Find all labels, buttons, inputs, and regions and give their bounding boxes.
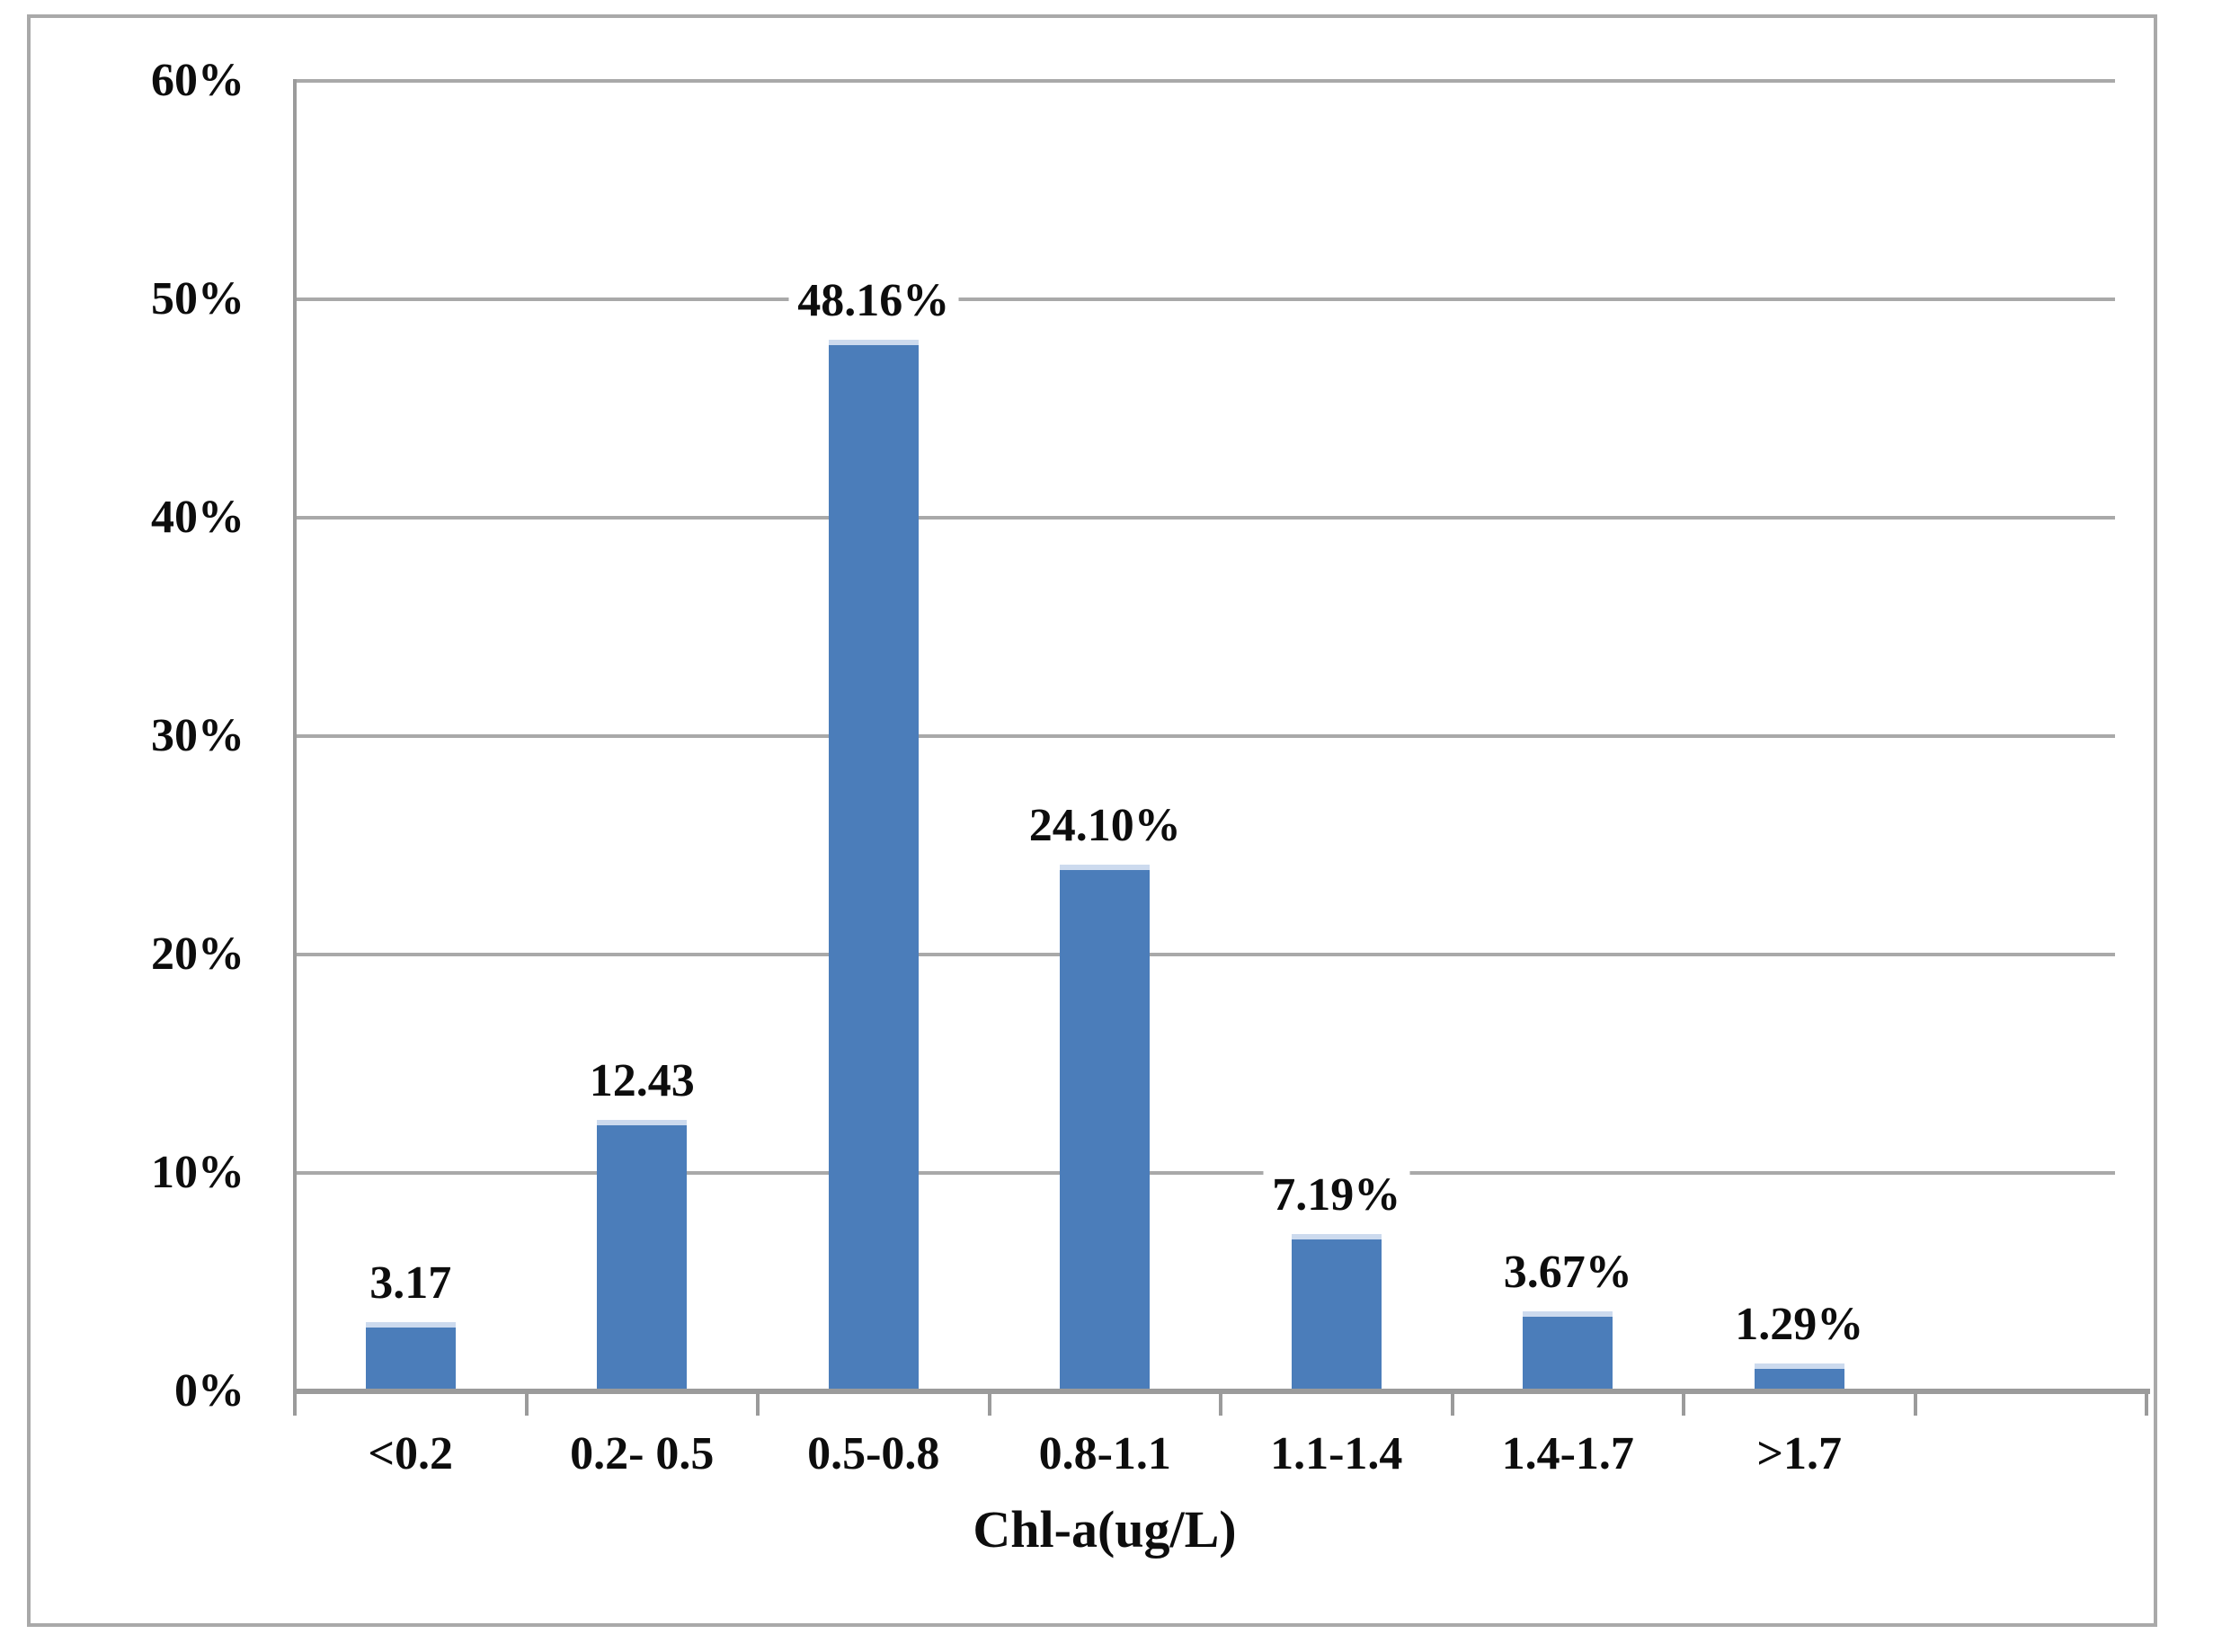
x-axis-tick [524,1394,529,1416]
bar-value-label: 3.67% [1494,1246,1641,1299]
x-axis-title: Chl-a(ug/L) [973,1500,1237,1559]
gridline-60% [295,79,2115,83]
y-axis-tick-label: 30% [151,710,244,761]
bar-1.1-1.4 [1291,1234,1382,1391]
y-axis-tick-label: 40% [151,492,244,543]
bar->1.7 [1754,1363,1844,1391]
y-axis-tick-label: 20% [151,928,244,980]
bar-value-label: 7.19% [1263,1169,1410,1222]
y-axis-tick-label: 50% [151,273,244,324]
bar-value-label: 48.16% [788,274,959,327]
gridline-50% [295,298,2115,301]
x-axis-tick [1450,1394,1454,1416]
x-axis-line [295,1389,2150,1394]
bar-0.5-0.8 [828,339,919,1391]
x-axis-tick [293,1394,297,1416]
x-axis-tick [1682,1394,1685,1416]
bar-value-label: 24.10% [1019,800,1190,853]
x-axis-tick [987,1394,991,1416]
y-axis-line [293,79,297,1415]
bar-value-label: 12.43 [580,1054,704,1107]
x-axis-category-label: 1.1-1.4 [1270,1428,1403,1479]
x-axis-tick [1219,1394,1222,1416]
y-axis-tick-label: 0% [174,1365,244,1417]
y-axis-tick-label: 10% [151,1147,244,1198]
x-axis-category-label: 0.8-1.1 [1038,1428,1171,1479]
bar-value-label: 1.29% [1726,1298,1873,1351]
x-axis-tick [1913,1394,1917,1416]
gridline-20% [295,953,2115,956]
gridline-30% [295,734,2115,738]
bar-0.2- 0.5 [597,1119,688,1391]
bar-0.8-1.1 [1060,865,1151,1391]
y-axis-tick-label: 60% [151,55,244,106]
x-axis-category-label: 1.4-1.7 [1501,1428,1634,1479]
x-axis-category-label: 0.5-0.8 [807,1428,940,1479]
x-axis-tick [2145,1394,2148,1416]
gridline-10% [295,1171,2115,1175]
x-axis-category-label: <0.2 [368,1428,454,1479]
x-axis-category-label: >1.7 [1756,1428,1843,1479]
bar-<0.2 [365,1321,456,1391]
gridline-40% [295,516,2115,520]
x-axis-tick [756,1394,760,1416]
bar-value-label: 3.17 [360,1257,461,1310]
bar-1.4-1.7 [1523,1310,1613,1391]
x-axis-category-label: 0.2- 0.5 [570,1428,715,1479]
